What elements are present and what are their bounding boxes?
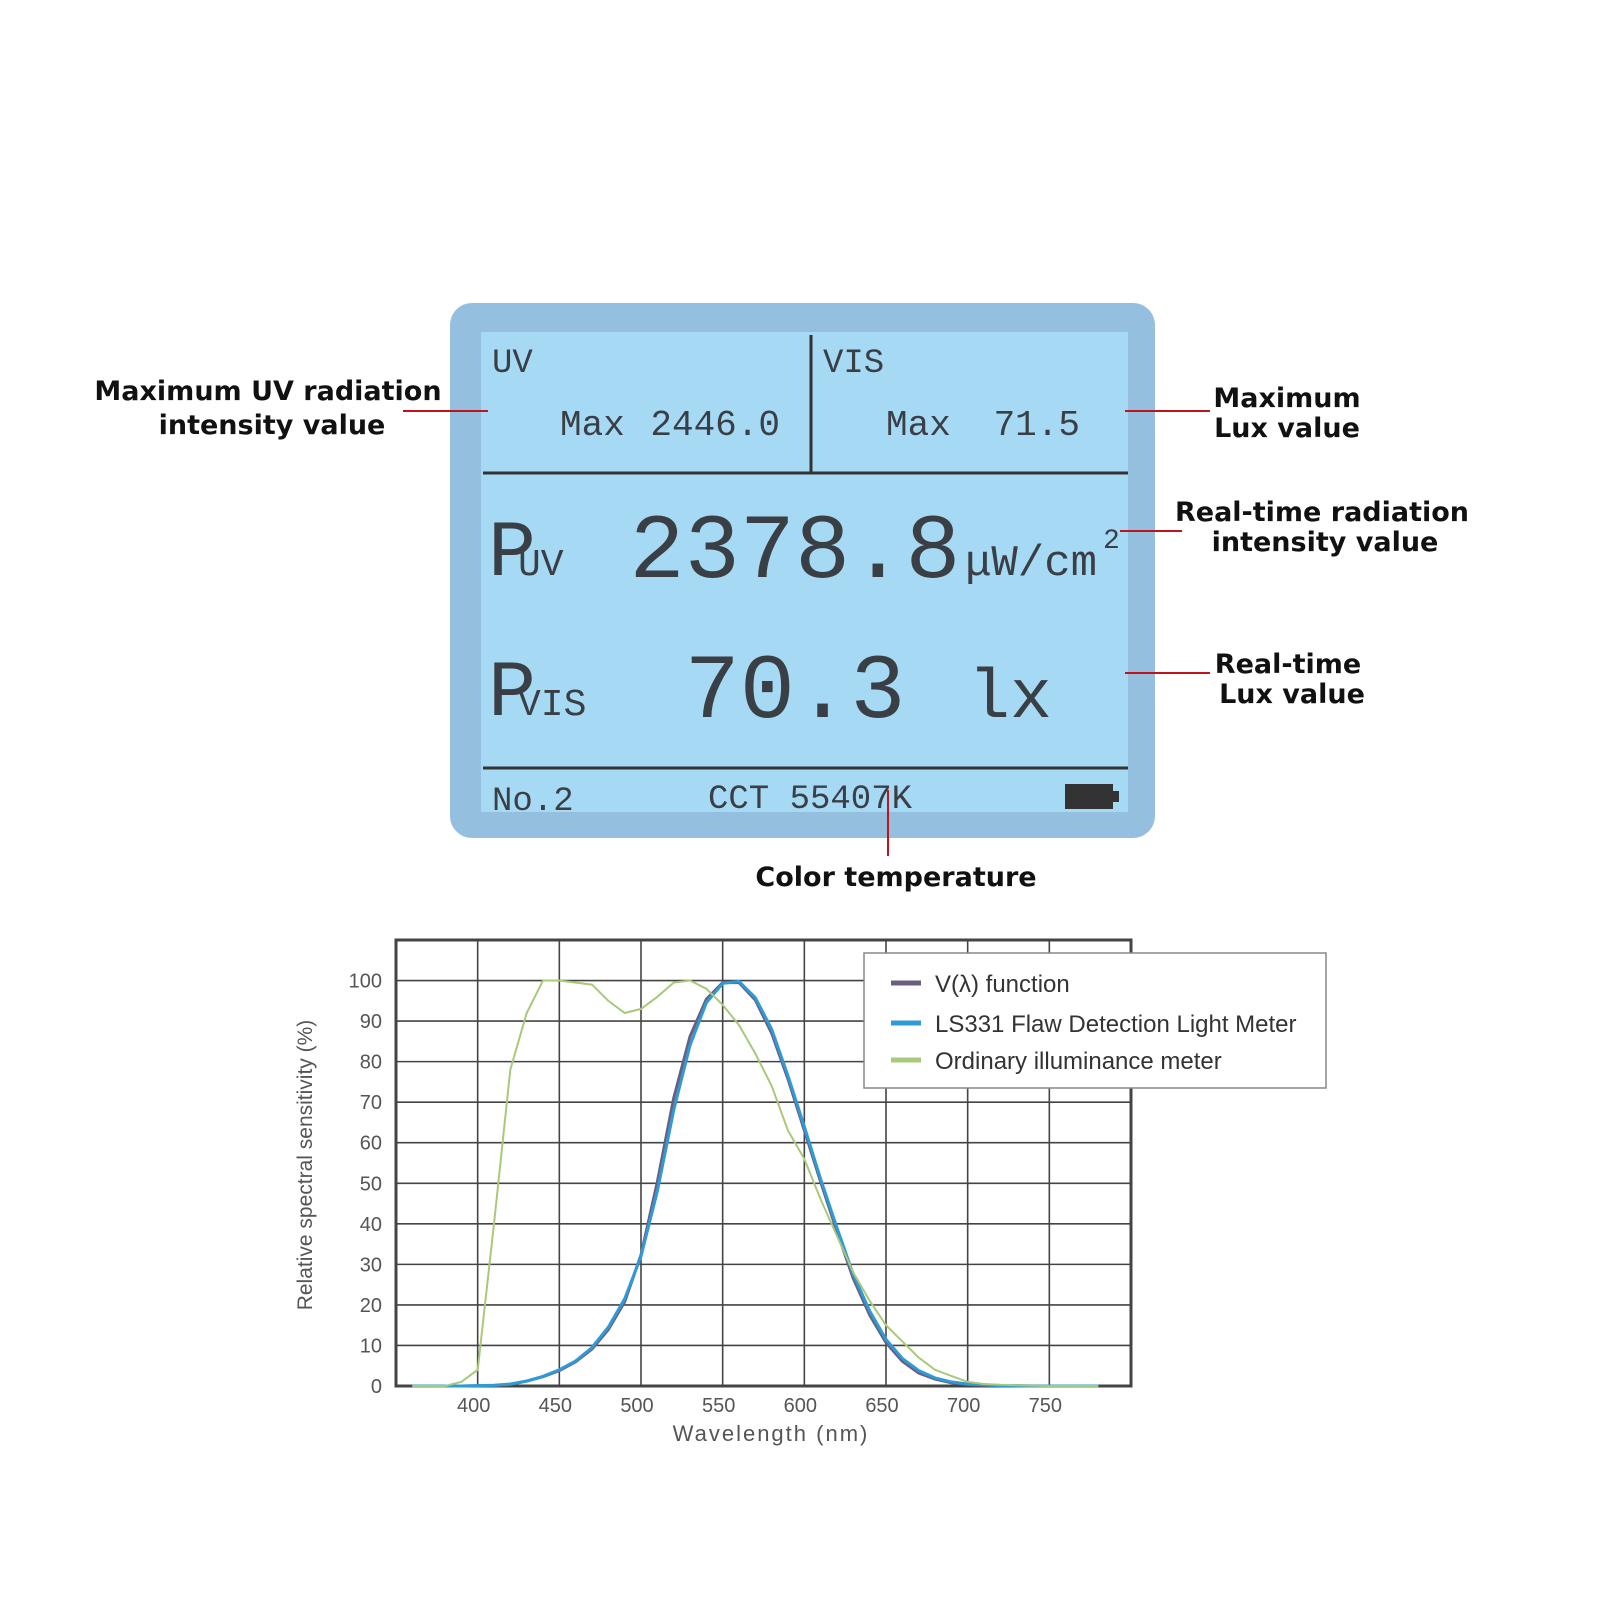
annotation: Lux value	[1214, 413, 1360, 444]
x-tick-label: 550	[702, 1395, 735, 1417]
cct: CCT 55407K	[708, 781, 913, 819]
y-tick-label: 100	[349, 971, 382, 993]
x-tick-label: 650	[865, 1395, 898, 1417]
legend-label: LS331 Flaw Detection Light Meter	[935, 1011, 1297, 1038]
annotation-leaders	[403, 410, 1210, 856]
y-tick-label: 90	[360, 1011, 382, 1033]
puv-sub: UV	[518, 544, 564, 587]
pvis-value: 70.3	[685, 640, 906, 745]
annotation: Lux value	[1219, 679, 1365, 710]
pvis-sub: VIS	[518, 684, 586, 727]
annotation: Maximum UV radiation	[94, 376, 441, 407]
puv-value: 2378.8	[629, 500, 960, 605]
y-tick-label: 40	[360, 1214, 382, 1236]
annotation: Real-time	[1215, 649, 1361, 680]
battery-tip	[1113, 791, 1119, 802]
x-tick-label: 700	[947, 1395, 980, 1417]
y-tick-label: 0	[371, 1376, 382, 1398]
x-tick-label: 400	[457, 1395, 490, 1417]
vis-label: VIS	[823, 345, 884, 383]
annotation: Color temperature	[755, 862, 1036, 893]
y-tick-label: 10	[360, 1335, 382, 1357]
annotation: Maximum	[1213, 383, 1360, 414]
x-tick-label: 750	[1029, 1395, 1062, 1417]
uv-label: UV	[492, 345, 533, 383]
x-axis-label: Wavelength (nm)	[673, 1421, 870, 1446]
puv-unit-sup: 2	[1103, 526, 1120, 557]
puv-symbol: P	[488, 509, 536, 600]
y-tick-label: 20	[360, 1295, 382, 1317]
puv-unit: μW/cm	[965, 539, 1097, 589]
legend-box	[863, 952, 1327, 1089]
vis-max: 71.5	[994, 405, 1080, 446]
annotation: Real-time radiation	[1175, 497, 1469, 528]
pvis-symbol: P	[488, 649, 536, 740]
lcd-screen	[481, 332, 1128, 812]
y-tick-label: 60	[360, 1133, 382, 1155]
y-axis-label: Relative spectral sensitivity (%)	[294, 1020, 317, 1311]
y-tick-label: 50	[360, 1173, 382, 1195]
x-tick-label: 600	[784, 1395, 817, 1417]
chart: 0 10 20 30 40 50 60 70 80 90 100 400 450 500 550 600 650…	[349, 938, 1327, 1417]
pvis-unit: lx	[968, 660, 1052, 739]
x-tick-label: 450	[539, 1395, 572, 1417]
annotation: intensity value	[1212, 527, 1439, 558]
annotation: intensity value	[159, 410, 386, 441]
y-tick-label: 70	[360, 1092, 382, 1114]
record-number: No.2	[492, 783, 574, 821]
battery-icon	[1065, 784, 1113, 809]
uv-max: 2446.0	[650, 405, 780, 446]
plot-border	[394, 938, 1133, 1388]
max-label: Max	[886, 405, 951, 446]
y-tick-label: 80	[360, 1052, 382, 1074]
legend-label: V(λ) function	[935, 971, 1070, 998]
y-tick-label: 30	[360, 1254, 382, 1276]
x-tick-label: 500	[620, 1395, 653, 1417]
series-line	[412, 979, 1099, 1387]
legend-label: Ordinary illuminance meter	[935, 1048, 1222, 1075]
max-label: Max	[560, 405, 625, 446]
